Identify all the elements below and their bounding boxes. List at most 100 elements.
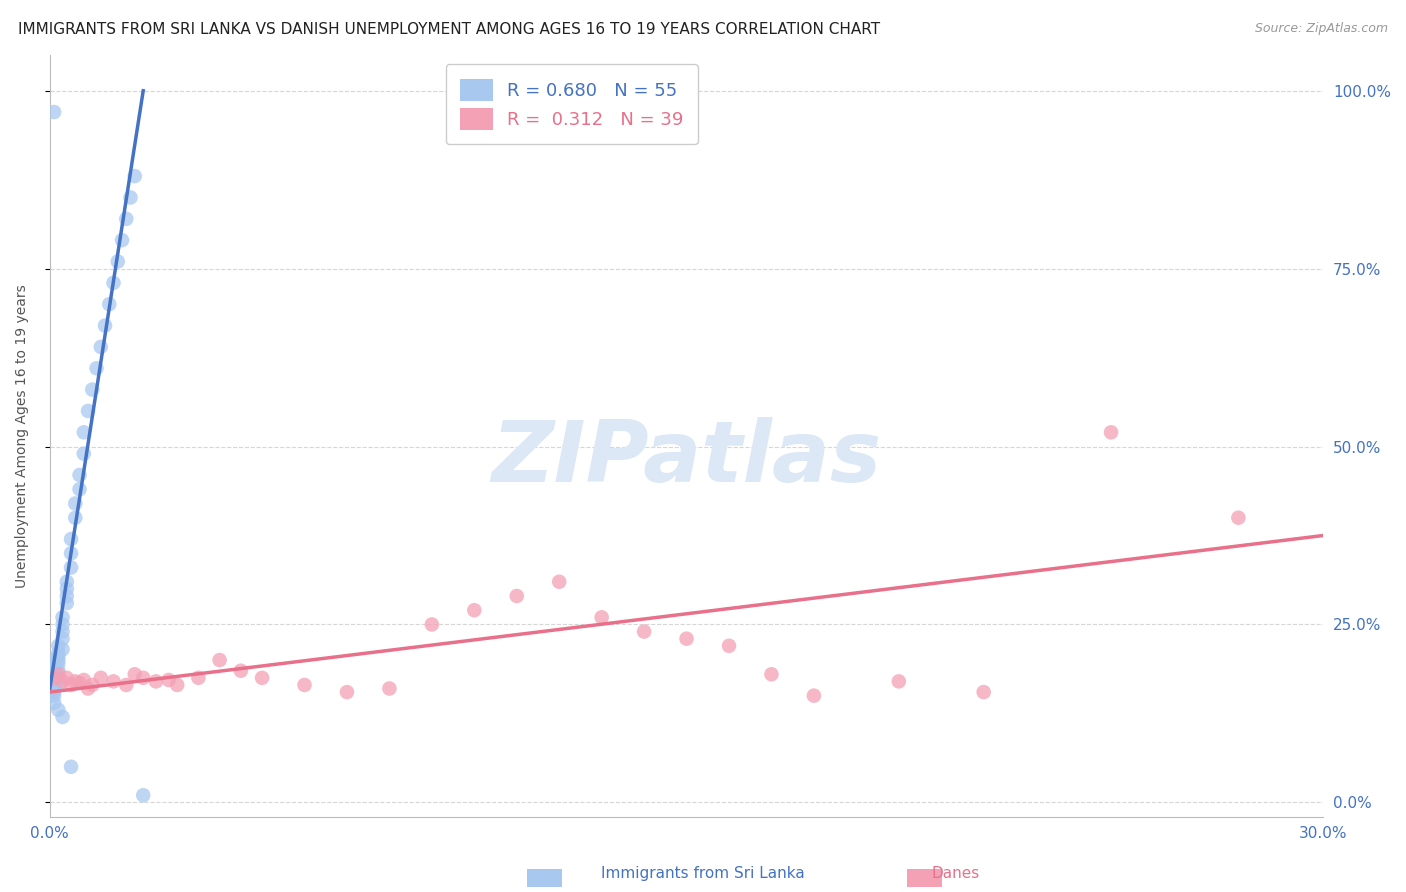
- Point: [42, 685, 65, 699]
- Point: [42, 667, 65, 681]
- Point: [336, 685, 359, 699]
- Point: [42, 671, 65, 685]
- Point: [65, 510, 87, 524]
- Point: [548, 574, 571, 589]
- Y-axis label: Unemployment Among Ages 16 to 19 years: Unemployment Among Ages 16 to 19 years: [15, 284, 30, 588]
- Point: [56, 574, 79, 589]
- Point: [60, 678, 83, 692]
- Point: [42, 671, 65, 685]
- Point: [42, 678, 65, 692]
- Point: [46, 646, 69, 660]
- Point: [65, 496, 87, 510]
- Point: [973, 685, 995, 699]
- Point: [463, 603, 485, 617]
- Point: [52, 632, 75, 646]
- Point: [42, 664, 65, 678]
- Point: [1099, 425, 1122, 440]
- Point: [52, 642, 75, 657]
- Point: [132, 789, 155, 803]
- Point: [69, 468, 91, 483]
- Point: [82, 383, 104, 397]
- Point: [73, 673, 96, 687]
- Point: [52, 710, 75, 724]
- Point: [73, 425, 96, 440]
- Point: [115, 211, 138, 226]
- Point: [46, 667, 69, 681]
- Point: [42, 653, 65, 667]
- Point: [42, 660, 65, 674]
- Point: [42, 681, 65, 696]
- Point: [77, 404, 100, 418]
- Point: [420, 617, 443, 632]
- Point: [145, 674, 167, 689]
- Point: [294, 678, 316, 692]
- Point: [56, 589, 79, 603]
- Point: [60, 532, 83, 546]
- Point: [157, 673, 180, 687]
- Point: [73, 447, 96, 461]
- Point: [42, 689, 65, 703]
- Point: [115, 678, 138, 692]
- Point: [506, 589, 529, 603]
- Point: [107, 254, 129, 268]
- Point: [42, 674, 65, 689]
- Point: [98, 297, 121, 311]
- Point: [69, 482, 91, 496]
- Point: [124, 667, 146, 681]
- Point: [60, 546, 83, 560]
- Point: [124, 169, 146, 183]
- Text: ZIPatlas: ZIPatlas: [492, 417, 882, 500]
- Point: [120, 190, 142, 204]
- Point: [633, 624, 655, 639]
- Point: [761, 667, 783, 681]
- Point: [103, 276, 125, 290]
- Point: [378, 681, 401, 696]
- Point: [250, 671, 273, 685]
- Point: [60, 760, 83, 774]
- Point: [90, 671, 112, 685]
- Point: [46, 639, 69, 653]
- Point: [42, 696, 65, 710]
- Point: [52, 624, 75, 639]
- Legend: R = 0.680   N = 55, R =  0.312   N = 39: R = 0.680 N = 55, R = 0.312 N = 39: [446, 64, 697, 145]
- Point: [675, 632, 697, 646]
- Point: [46, 703, 69, 717]
- Point: [77, 681, 100, 696]
- Point: [42, 105, 65, 120]
- Point: [52, 610, 75, 624]
- Point: [166, 678, 188, 692]
- Point: [52, 617, 75, 632]
- Point: [46, 664, 69, 678]
- Point: [803, 689, 825, 703]
- Text: IMMIGRANTS FROM SRI LANKA VS DANISH UNEMPLOYMENT AMONG AGES 16 TO 19 YEARS CORRE: IMMIGRANTS FROM SRI LANKA VS DANISH UNEM…: [18, 22, 880, 37]
- Point: [56, 596, 79, 610]
- Point: [46, 649, 69, 664]
- Point: [132, 671, 155, 685]
- Point: [46, 653, 69, 667]
- Point: [591, 610, 613, 624]
- Point: [46, 657, 69, 671]
- Point: [717, 639, 740, 653]
- Point: [46, 678, 69, 692]
- Text: Source: ZipAtlas.com: Source: ZipAtlas.com: [1254, 22, 1388, 36]
- Point: [208, 653, 231, 667]
- Point: [42, 657, 65, 671]
- Point: [56, 582, 79, 596]
- Point: [86, 361, 108, 376]
- Point: [65, 674, 87, 689]
- Point: [887, 674, 910, 689]
- Text: Danes: Danes: [932, 866, 980, 881]
- Point: [56, 671, 79, 685]
- Point: [69, 675, 91, 690]
- Point: [82, 678, 104, 692]
- Point: [1227, 510, 1250, 524]
- Point: [90, 340, 112, 354]
- Point: [60, 560, 83, 574]
- Point: [111, 233, 134, 247]
- Point: [187, 671, 209, 685]
- Point: [103, 674, 125, 689]
- Point: [94, 318, 117, 333]
- Point: [52, 674, 75, 689]
- Point: [229, 664, 252, 678]
- Point: [46, 671, 69, 685]
